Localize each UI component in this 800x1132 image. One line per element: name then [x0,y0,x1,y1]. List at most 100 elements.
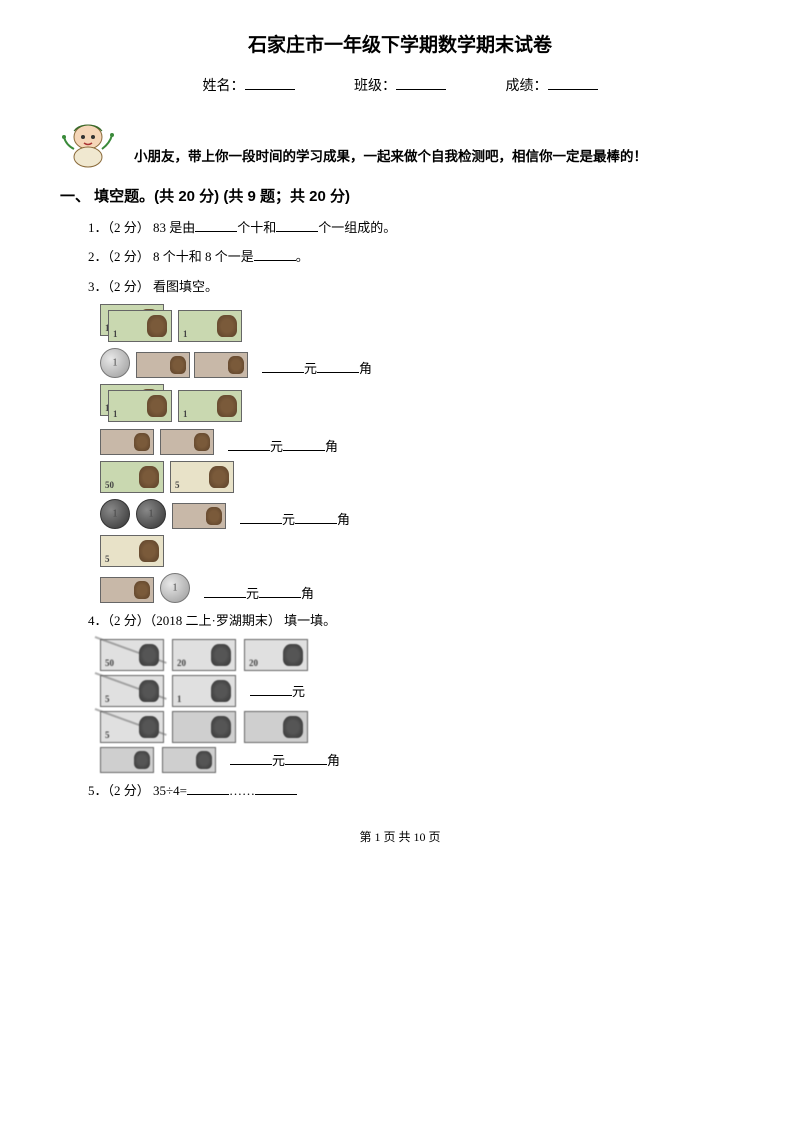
score-blank[interactable] [548,75,598,90]
q1-suffix: 个一组成的。 [318,220,396,235]
yuan-label: 元 [270,439,283,454]
blank-jiao[interactable] [295,509,337,524]
q1-blank-1[interactable] [195,217,237,232]
score-field: 成绩： [506,75,598,95]
money-bill [172,503,226,529]
blank-yuan[interactable] [228,436,270,451]
q3-row-2a: 1 1 1 [100,384,740,422]
page-title: 石家庄市一年级下学期数学期末试卷 [60,30,740,57]
blank-yuan[interactable] [204,583,246,598]
intro-text: 小朋友，带上你一段时间的学习成果，一起来做个自我检测吧，相信你一定是最棒的！ [134,145,647,171]
jiao-label: 角 [325,439,338,454]
q3-answer-4: 元角 [204,575,314,602]
q3-answer-1: 元角 [262,350,372,377]
name-label: 姓名： [203,79,245,94]
mascot-icon [60,115,116,171]
blank-jiao[interactable] [259,583,301,598]
q3-row-1b: 元角 [100,348,740,378]
money-bill [194,352,248,378]
q5-prefix: 5．（2 分） 35÷4= [88,783,187,798]
q4-row-2a: 5 [100,711,740,743]
money-bill [162,747,216,773]
money-coin [100,499,130,529]
money-bill: 1 [108,310,172,342]
q4-answer-2: 元角 [230,750,340,769]
blank-yuan[interactable] [230,750,272,765]
blank-yuan[interactable] [262,358,304,373]
jiao-label: 角 [337,512,350,527]
class-blank[interactable] [396,75,446,90]
q1-blank-2[interactable] [276,217,318,232]
question-3: 3．（2 分） 看图填空。 [88,275,740,298]
money-bill-stack: 1 1 [100,304,172,342]
blank-yuan[interactable] [240,509,282,524]
money-bill [136,352,190,378]
q3-row-3a: 50 5 [100,461,740,493]
yuan-label: 元 [246,586,259,601]
money-bill: 20 [244,639,308,671]
money-coin [100,348,130,378]
q4-row-1b: 5 1 元 [100,675,740,707]
q5-blank-2[interactable] [255,780,297,795]
money-bill [160,429,214,455]
page-footer: 第 1 页 共 10 页 [60,828,740,845]
q3-row-4b: 元角 [100,573,740,603]
money-bill [244,711,308,743]
jiao-label: 角 [327,753,340,768]
jiao-label: 角 [301,586,314,601]
money-bill: 20 [172,639,236,671]
q3-answer-2: 元角 [228,428,338,455]
yuan-label: 元 [272,753,285,768]
money-bill [172,711,236,743]
student-info-row: 姓名： 班级： 成绩： [60,75,740,95]
money-bill: 1 [178,390,242,422]
money-bill [100,429,154,455]
q5-mid: …… [229,783,255,798]
money-bill [100,747,154,773]
money-bill: 1 [108,390,172,422]
money-bill: 1 [178,310,242,342]
q4-row-2b: 元角 [100,747,740,773]
blank-jiao[interactable] [283,436,325,451]
money-bill: 5 [100,535,164,567]
q3-row-3b: 元角 [100,499,740,529]
blank-jiao[interactable] [317,358,359,373]
money-coin [136,499,166,529]
blank-jiao[interactable] [285,750,327,765]
q3-row-1a: 1 1 1 [100,304,740,342]
q2-blank[interactable] [254,246,296,261]
jiao-label: 角 [359,361,372,376]
blank-yuan[interactable] [250,681,292,696]
money-bill: 5 [170,461,234,493]
q2-suffix: 。 [296,249,309,264]
question-5: 5．（2 分） 35÷4= …… [88,779,740,802]
intro-row: 小朋友，带上你一段时间的学习成果，一起来做个自我检测吧，相信你一定是最棒的！ [60,115,740,171]
q5-blank-1[interactable] [187,780,229,795]
page: 石家庄市一年级下学期数学期末试卷 姓名： 班级： 成绩： [0,0,800,865]
name-blank[interactable] [245,75,295,90]
money-coin [160,573,190,603]
q2-prefix: 2．（2 分） 8 个十和 8 个一是 [88,249,254,264]
money-bill-stack: 1 1 [100,384,172,422]
yuan-label: 元 [292,684,305,699]
question-4: 4．（2 分）（2018 二上·罗湖期末） 填一填。 [88,609,740,632]
question-1: 1．（2 分） 83 是由 个十和 个一组成的。 [88,216,740,239]
q3-row-4a: 5 [100,535,740,567]
yuan-label: 元 [282,512,295,527]
score-label: 成绩： [506,79,548,94]
q1-mid: 个十和 [237,220,276,235]
q4-row-1a: 50 20 20 [100,639,740,671]
q1-prefix: 1．（2 分） 83 是由 [88,220,195,235]
money-bill: 5 [100,675,164,707]
money-bill [100,577,154,603]
question-2: 2．（2 分） 8 个十和 8 个一是 。 [88,245,740,268]
money-bill: 50 [100,639,164,671]
money-bill: 5 [100,711,164,743]
q3-answer-3: 元角 [240,501,350,528]
q4-answer-1: 元 [250,681,305,700]
class-field: 班级： [354,75,446,95]
money-bill: 50 [100,461,164,493]
class-label: 班级： [354,79,396,94]
yuan-label: 元 [304,361,317,376]
name-field: 姓名： [203,75,295,95]
